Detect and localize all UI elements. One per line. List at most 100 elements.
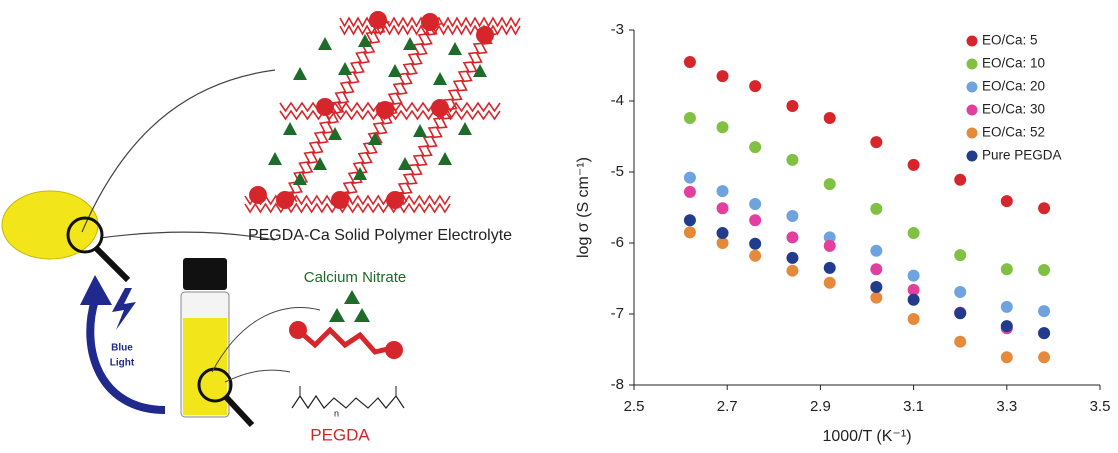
- point: [870, 202, 883, 215]
- point: [870, 244, 883, 257]
- point: [749, 214, 762, 227]
- point: [749, 237, 762, 250]
- point: [954, 335, 967, 348]
- point: [749, 141, 762, 154]
- film: [1, 190, 99, 260]
- diagram: Blue Light Calcium Nitrate n PEGDA PEGDA…: [1, 11, 521, 444]
- point: [786, 231, 799, 244]
- salt-label: Calcium Nitrate: [304, 269, 407, 286]
- crosslink: [316, 98, 334, 116]
- connector: [81, 69, 276, 233]
- ion-triangle: [338, 62, 352, 75]
- point: [907, 283, 920, 296]
- point: [823, 112, 836, 125]
- point: [954, 249, 967, 262]
- point: [749, 197, 762, 210]
- crosslink: [369, 11, 387, 29]
- legend-marker: [966, 127, 978, 139]
- x-tick-label: 2.9: [810, 398, 831, 415]
- monomer-end: [385, 341, 403, 359]
- legend-marker: [966, 35, 978, 47]
- point: [823, 261, 836, 274]
- point: [907, 227, 920, 240]
- ion-triangle: [313, 157, 327, 170]
- monomer-end: [289, 321, 307, 339]
- point: [683, 171, 696, 184]
- magnifier: [197, 367, 233, 403]
- point: [683, 226, 696, 239]
- ion-triangle: [388, 64, 402, 77]
- point: [716, 121, 729, 134]
- structure: [291, 394, 405, 410]
- legend-marker: [966, 104, 978, 116]
- point: [870, 136, 883, 149]
- point: [1038, 263, 1051, 276]
- ion-triangle: [268, 152, 282, 165]
- polymer-chain: [290, 21, 390, 203]
- polymer-chain: [282, 21, 382, 203]
- point: [1000, 195, 1013, 208]
- legend-label: EO/Ca: 30: [982, 102, 1045, 117]
- point: [954, 173, 967, 186]
- point: [823, 178, 836, 191]
- point: [786, 153, 799, 166]
- crosslink: [249, 186, 267, 204]
- point: [1038, 305, 1051, 318]
- magnifier: [66, 216, 104, 254]
- point: [683, 214, 696, 227]
- connector: [211, 307, 321, 373]
- crosslink: [431, 99, 449, 117]
- point: [954, 285, 967, 298]
- point: [716, 70, 729, 83]
- ion-triangle: [458, 122, 472, 135]
- triangle: [354, 308, 370, 322]
- y-tick-label: -6: [611, 234, 624, 251]
- ion-triangle: [448, 42, 462, 55]
- legend-marker: [966, 81, 978, 93]
- ion-triangle: [403, 37, 417, 50]
- y-tick-label: -7: [611, 305, 624, 322]
- y-axis-label: log σ (S cm⁻¹): [575, 157, 592, 258]
- point: [870, 263, 883, 276]
- point: [870, 281, 883, 294]
- vial-cap: [183, 258, 227, 290]
- point: [716, 227, 729, 240]
- point: [1000, 320, 1013, 333]
- y-tick-label: -5: [611, 163, 624, 180]
- x-tick-label: 3.5: [1090, 398, 1111, 415]
- legend-marker: [966, 58, 978, 70]
- crosslink: [276, 191, 294, 209]
- lightning: [112, 288, 136, 330]
- network-label: PEGDA-Ca Solid Polymer Electrolyte: [248, 227, 512, 244]
- ion-triangle: [398, 157, 412, 170]
- crosslink: [476, 26, 494, 44]
- ion-triangle: [328, 127, 342, 140]
- point: [1038, 351, 1051, 364]
- point: [683, 185, 696, 198]
- magnifier-handle: [93, 245, 131, 283]
- connector: [99, 231, 276, 241]
- ion-triangle: [318, 37, 332, 50]
- point: [786, 210, 799, 223]
- crosslink: [386, 191, 404, 209]
- point: [1038, 327, 1051, 340]
- ion-triangle: [438, 152, 452, 165]
- point: [786, 99, 799, 112]
- triangle: [344, 290, 360, 304]
- point: [749, 80, 762, 93]
- y-tick-label: -8: [611, 376, 624, 393]
- point: [786, 264, 799, 277]
- ion-triangle: [283, 122, 297, 135]
- x-tick-label: 2.5: [624, 398, 645, 415]
- ion-triangle: [358, 34, 372, 47]
- point: [823, 231, 836, 244]
- point: [823, 239, 836, 252]
- ion-triangle: [413, 124, 427, 137]
- point: [907, 158, 920, 171]
- ion-triangle: [353, 167, 367, 180]
- point: [716, 185, 729, 198]
- ion-triangle: [293, 67, 307, 80]
- point: [907, 293, 920, 306]
- ion-triangle: [433, 72, 447, 85]
